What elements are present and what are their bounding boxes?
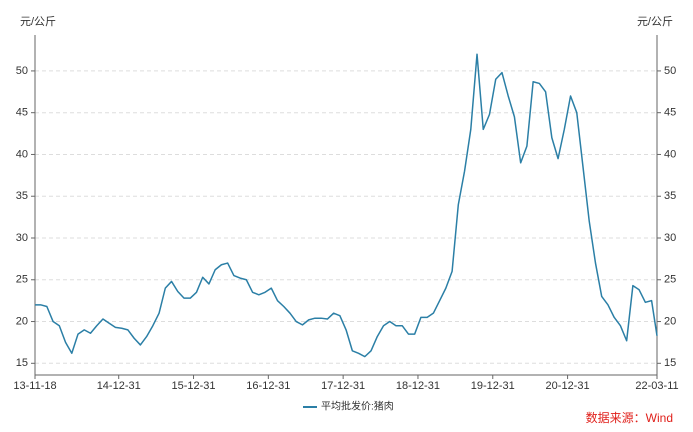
source-note: 数据来源：Wind [586,410,673,425]
y-tick-label: 15 [16,357,28,369]
x-tick-label: 13-11-18 [13,380,56,392]
x-tick-label: 14-12-31 [97,380,141,392]
legend-label: 平均批发价:猪肉 [321,400,394,413]
y2-tick-label: 30 [664,232,676,244]
y2-tick-label: 35 [664,190,676,202]
y2-tick-label: 45 [664,107,676,119]
x-tick-label: 19-12-31 [471,380,515,392]
y2-tick-label: 40 [664,148,676,160]
x-tick-label: 22-03-11 [635,380,678,392]
y-tick-label: 50 [16,65,28,77]
x-tick-label: 20-12-31 [546,380,590,392]
y-tick-label: 30 [16,232,28,244]
x-tick-label: 15-12-31 [171,380,215,392]
x-tick-label: 16-12-31 [246,380,290,392]
y-tick-label: 45 [16,107,28,119]
y-tick-label: 25 [16,274,28,286]
y2-tick-label: 20 [664,315,676,327]
x-tick-label: 18-12-31 [396,380,440,392]
y2-tick-label: 15 [664,357,676,369]
y2-tick-label: 25 [664,274,676,286]
y-tick-label: 20 [16,315,28,327]
series-line [35,53,658,358]
y-tick-label: 40 [16,148,28,160]
x-tick-label: 17-12-31 [321,380,365,392]
y-axis-label: 元/公斤 [20,15,56,28]
y2-tick-label: 50 [664,65,676,77]
y2-axis-label: 元/公斤 [637,15,673,28]
y-tick-label: 35 [16,190,28,202]
